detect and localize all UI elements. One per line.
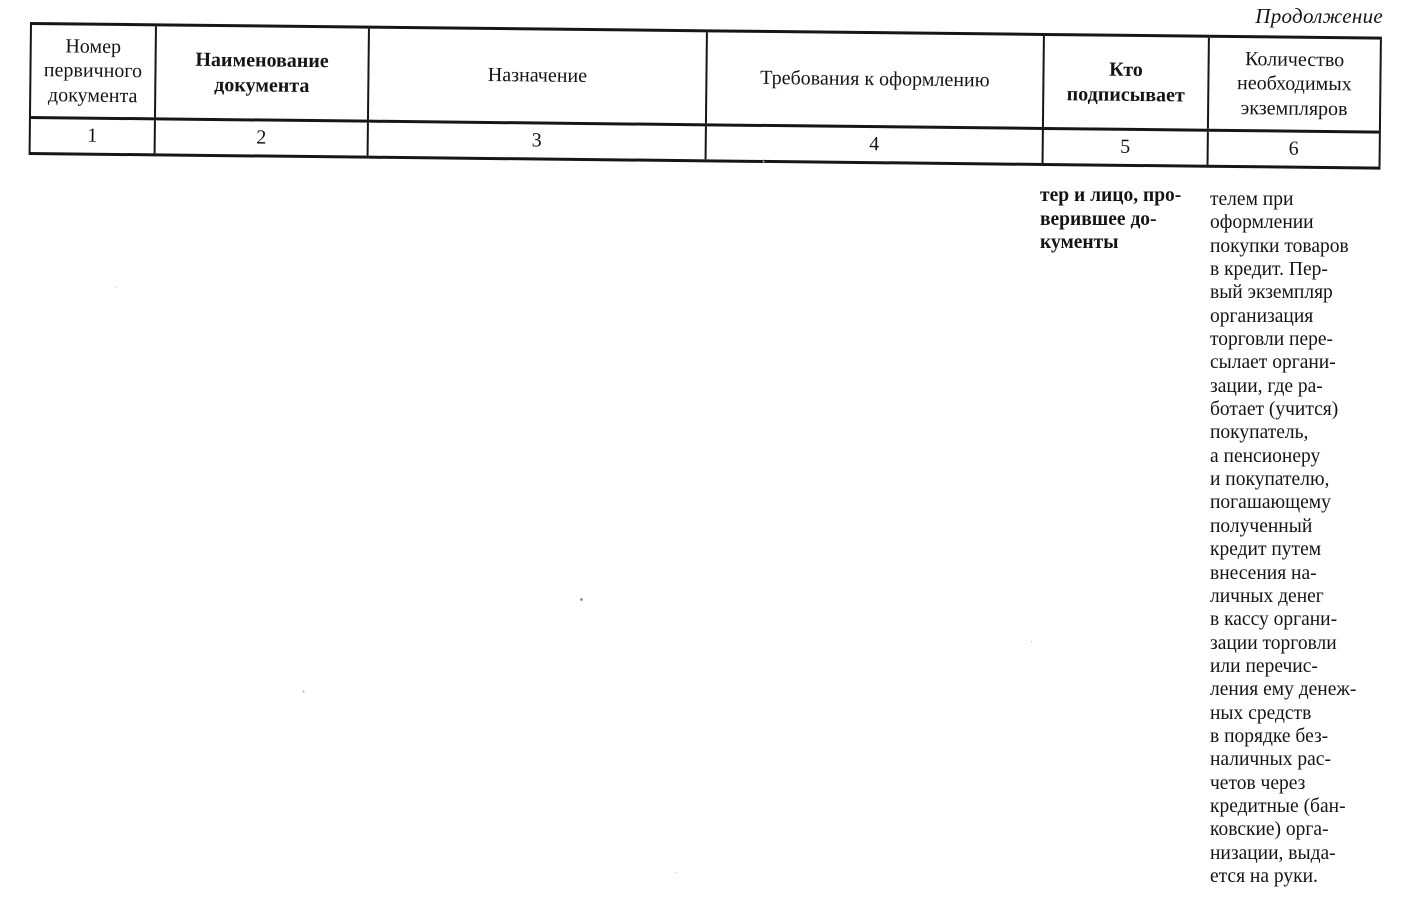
who-signs-continuation-text: тер и лицо, про- верившее до- кументы xyxy=(1040,185,1182,253)
column-number-6: 6 xyxy=(1207,130,1380,169)
column-number-1: 1 xyxy=(29,117,155,155)
column-header-formatting-requirements: Требования к оформлению xyxy=(705,30,1044,129)
scan-noise-specks xyxy=(580,598,583,601)
column-header-who-signs: Кто подписывает xyxy=(1042,34,1209,131)
column-header-copies-needed: Количество необходимых экземпляров xyxy=(1207,36,1381,133)
column-number-5: 5 xyxy=(1042,128,1208,167)
copies-needed-continuation-text: телем при оформлении покупки товаров в к… xyxy=(1210,189,1357,887)
column-header-doc-name: Наименование документа xyxy=(154,24,369,122)
continuation-caption: Продолжение xyxy=(1255,4,1383,28)
table-header-row: Номер первичного документа Наименование … xyxy=(29,23,1381,133)
column-header-purpose: Назначение xyxy=(367,27,707,125)
column-number-4: 4 xyxy=(705,124,1043,165)
column-number-3: 3 xyxy=(367,121,706,161)
document-flow-table: Номер первичного документа Наименование … xyxy=(29,22,1382,170)
column-header-primary-doc-number: Номер первичного документа xyxy=(29,23,156,119)
column-number-2: 2 xyxy=(154,118,368,158)
